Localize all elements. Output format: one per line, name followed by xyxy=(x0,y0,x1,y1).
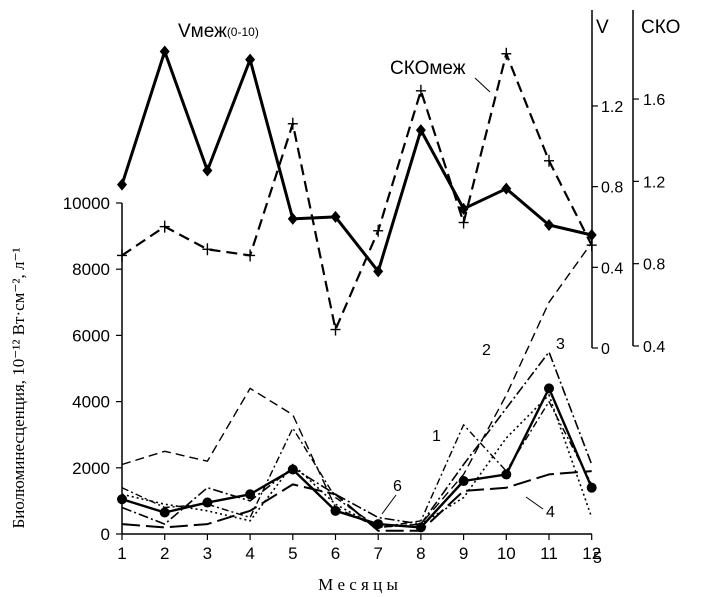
station-line-2 xyxy=(121,242,593,529)
y-tick-label: 10000 xyxy=(63,194,110,213)
sko-axis-title: СКО xyxy=(641,17,680,38)
sko-series-label: СКОмеж xyxy=(390,58,466,79)
x-tick-label: 6 xyxy=(331,544,340,563)
sko-label-leader xyxy=(474,77,491,93)
station-6-point xyxy=(245,489,256,500)
x-tick-label: 1 xyxy=(117,544,126,563)
x-tick-label: 4 xyxy=(245,544,254,563)
v-tick-label: 0.4 xyxy=(601,260,623,277)
x-tick-label: 11 xyxy=(540,544,558,563)
station-6-point xyxy=(544,383,554,394)
station-label-1: 1 xyxy=(432,428,441,445)
y-tick-label: 0 xyxy=(101,525,110,544)
x-tick-label: 3 xyxy=(203,544,212,563)
station-6-point xyxy=(202,497,213,508)
station-label-4: 4 xyxy=(546,504,555,521)
sko-tick-label: 1.6 xyxy=(643,92,665,109)
v-axis-title: V xyxy=(596,17,609,38)
v-series-point xyxy=(245,53,256,66)
x-tick-label: 8 xyxy=(416,544,425,563)
station-line-6 xyxy=(121,387,593,529)
v-series-point xyxy=(415,124,426,137)
sko-tick-label: 0.4 xyxy=(643,339,665,356)
station-6-point xyxy=(330,505,341,516)
station-label-6: 6 xyxy=(393,478,402,495)
station-line-3 xyxy=(121,351,593,525)
station-6-leader xyxy=(381,494,397,515)
v-series-point xyxy=(501,182,512,195)
v-series-point xyxy=(373,265,384,278)
x-tick-label: 2 xyxy=(160,544,169,563)
v-series-point xyxy=(330,210,341,223)
y-ticks-v: 0 0.4 0.8 1.2 xyxy=(592,99,623,358)
y-ticks-sko: 0.4 0.8 1.2 1.6 xyxy=(633,92,665,356)
v-series-point xyxy=(287,212,298,225)
v-series-line xyxy=(120,50,593,273)
v-series-point xyxy=(159,45,170,58)
y-axis-title: Биолюминесценция, 10⁻¹² Вт·см⁻², л⁻¹ xyxy=(9,247,28,528)
station-line-5 xyxy=(121,394,593,529)
y-tick-label: 2000 xyxy=(72,459,110,478)
station-6-point xyxy=(415,522,426,533)
v-series xyxy=(117,45,597,278)
x-tick-label: 5 xyxy=(288,544,297,563)
y-tick-label: 8000 xyxy=(72,260,110,279)
x-axis-title: М е с я ц ы xyxy=(318,575,398,594)
y-tick-label: 6000 xyxy=(72,326,110,345)
station-6-point xyxy=(458,476,469,487)
station-line-4 xyxy=(121,470,592,532)
x-tick-label: 7 xyxy=(373,544,382,563)
x-tick-label: 10 xyxy=(497,544,516,563)
v-series-point xyxy=(202,164,213,177)
sko-series xyxy=(117,47,597,336)
station-label-5: 5 xyxy=(593,550,602,567)
station-label-3: 3 xyxy=(556,336,565,353)
v-series-point xyxy=(117,178,127,191)
station-4-leader xyxy=(525,496,544,510)
station-6-point xyxy=(287,464,298,475)
station-6-point xyxy=(501,469,512,480)
x-tick-label: 12 xyxy=(582,544,601,563)
v-series-label: Vмеж(0-10) xyxy=(178,21,259,42)
v-tick-label: 0.8 xyxy=(601,180,623,197)
v-series-point xyxy=(544,218,554,231)
sko-tick-label: 0.8 xyxy=(643,257,665,274)
sko-tick-label: 1.2 xyxy=(643,174,665,191)
v-tick-label: 1.2 xyxy=(601,99,623,116)
sko-series-line xyxy=(121,52,593,331)
x-tick-label: 9 xyxy=(459,544,468,563)
y-tick-label: 4000 xyxy=(72,393,110,412)
x-ticks: 1 2 3 4 5 6 7 8 9 10 11 12 xyxy=(117,534,601,563)
station-6-point xyxy=(159,507,170,518)
station-6-point xyxy=(586,482,597,493)
station-6-point xyxy=(117,494,127,505)
station-label-2: 2 xyxy=(482,342,491,359)
y-ticks-left: 0 2000 4000 6000 8000 10000 xyxy=(63,194,122,544)
v-tick-label: 0 xyxy=(601,341,610,358)
station-6-point xyxy=(373,519,384,530)
